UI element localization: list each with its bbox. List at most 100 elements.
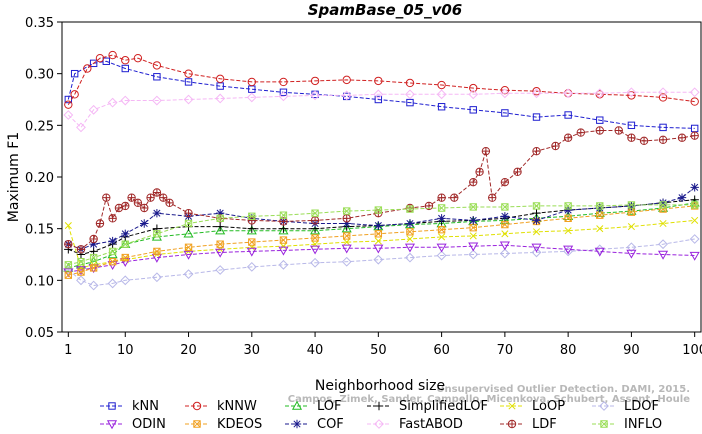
data-point-inflo xyxy=(216,214,224,223)
legend-item-knn: kNN xyxy=(100,399,159,414)
data-point-kdeos xyxy=(374,230,383,238)
data-point-knn xyxy=(659,123,667,132)
legend-swatch-marker xyxy=(108,402,116,410)
data-point-loop xyxy=(596,225,604,233)
data-point-fastabod xyxy=(373,89,384,100)
data-point-ldof xyxy=(563,246,574,257)
data-point-odin xyxy=(563,245,574,255)
data-point-ldof xyxy=(373,254,384,265)
data-point-knn xyxy=(437,103,446,111)
data-point-kdeos xyxy=(64,271,73,279)
series-ldof xyxy=(63,234,700,291)
data-point-odin xyxy=(594,247,605,257)
data-point-odin xyxy=(183,250,194,260)
data-point-ldf xyxy=(563,133,573,142)
series-cof xyxy=(64,183,699,254)
data-point-fastabod xyxy=(88,104,99,115)
legend-label: kNN xyxy=(132,399,159,414)
data-point-kdeos xyxy=(108,258,117,266)
data-point-ldf xyxy=(133,198,143,208)
legend-label: LoOP xyxy=(532,399,565,414)
legend-item-ldof: LDOF xyxy=(592,399,659,414)
legend-swatch-marker xyxy=(374,401,384,411)
data-point-kdeos xyxy=(564,214,572,223)
x-axis-label: Neighborhood size xyxy=(315,378,445,394)
data-point-kdeos xyxy=(279,236,288,244)
data-point-ldof xyxy=(88,280,99,291)
y-tick-label: 0.15 xyxy=(25,223,54,238)
data-point-ldof xyxy=(468,249,479,260)
data-point-ldf xyxy=(450,193,459,202)
data-point-knn xyxy=(596,116,604,124)
data-point-kdeos xyxy=(311,234,319,242)
data-point-ldf xyxy=(475,167,484,177)
x-tick-label: 100 xyxy=(682,343,702,358)
legend-label: SimplifiedLOF xyxy=(399,399,488,414)
data-point-knnw xyxy=(83,64,92,73)
data-point-lof xyxy=(246,225,257,235)
series-kdeos xyxy=(64,202,699,279)
data-point-ldf xyxy=(639,136,649,146)
data-point-fastabod xyxy=(531,88,542,99)
series-line-odin xyxy=(68,244,695,273)
data-point-fastabod xyxy=(405,89,415,100)
data-point-fastabod xyxy=(594,88,605,99)
data-point-odin xyxy=(657,250,669,260)
data-point-inflo xyxy=(108,247,117,256)
data-point-ldof xyxy=(499,248,510,259)
x-tick-label: 1 xyxy=(64,343,72,358)
data-point-knnw xyxy=(184,69,193,78)
data-point-ldf xyxy=(152,188,162,197)
data-point-ldf xyxy=(658,135,668,144)
data-point-inflo xyxy=(343,207,351,215)
data-point-ldof xyxy=(531,247,542,258)
data-point-knn xyxy=(564,111,572,119)
legend-label: COF xyxy=(317,417,344,432)
data-point-kdeos xyxy=(184,243,193,251)
legend-swatch-marker xyxy=(291,400,303,410)
data-point-fastabod xyxy=(689,87,700,98)
data-point-knnw xyxy=(279,77,288,87)
data-point-loop xyxy=(501,230,509,238)
data-point-lof xyxy=(278,225,289,235)
legend-label: LDOF xyxy=(624,399,659,414)
data-point-inflo xyxy=(690,201,699,209)
data-point-inflo xyxy=(596,202,604,210)
data-point-knn xyxy=(501,109,509,117)
data-point-inflo xyxy=(469,203,477,211)
legend-item-odin: ODIN xyxy=(100,417,166,432)
data-point-kdeos xyxy=(437,226,446,234)
data-point-odin xyxy=(246,247,257,257)
legend-swatch-marker xyxy=(292,419,302,429)
data-point-ldf xyxy=(342,214,351,223)
data-point-knnw xyxy=(342,75,351,85)
data-point-cof xyxy=(374,221,383,230)
watermark-authors: Campos, Zimek, Sander, Campello, Micenko… xyxy=(288,394,690,405)
data-point-odin xyxy=(499,241,510,251)
data-point-ldf xyxy=(469,177,478,187)
legend-item-cof: COF xyxy=(285,417,344,432)
data-point-cof xyxy=(563,205,573,215)
data-point-knnw xyxy=(108,50,117,60)
legend-swatch-marker xyxy=(106,420,118,430)
data-point-knn xyxy=(121,64,129,73)
data-point-loop xyxy=(691,216,699,224)
y-tick-label: 0.10 xyxy=(25,274,54,289)
data-point-knn xyxy=(469,106,477,114)
data-point-loop xyxy=(627,223,635,231)
data-point-cof xyxy=(89,239,98,249)
data-point-fastabod xyxy=(76,122,86,133)
data-point-cof xyxy=(690,183,699,192)
data-point-knn xyxy=(279,88,288,96)
data-point-inflo xyxy=(406,205,414,213)
data-point-inflo xyxy=(564,202,572,210)
data-point-odin xyxy=(436,243,447,253)
data-point-odin xyxy=(626,249,637,259)
y-tick-label: 0.20 xyxy=(25,171,54,186)
data-point-fastabod xyxy=(310,90,320,101)
data-point-inflo xyxy=(64,261,73,269)
data-point-lof xyxy=(499,215,510,225)
x-tick-label: 70 xyxy=(497,343,514,358)
y-tick-label: 0.05 xyxy=(25,326,54,341)
data-point-knn xyxy=(70,69,79,78)
